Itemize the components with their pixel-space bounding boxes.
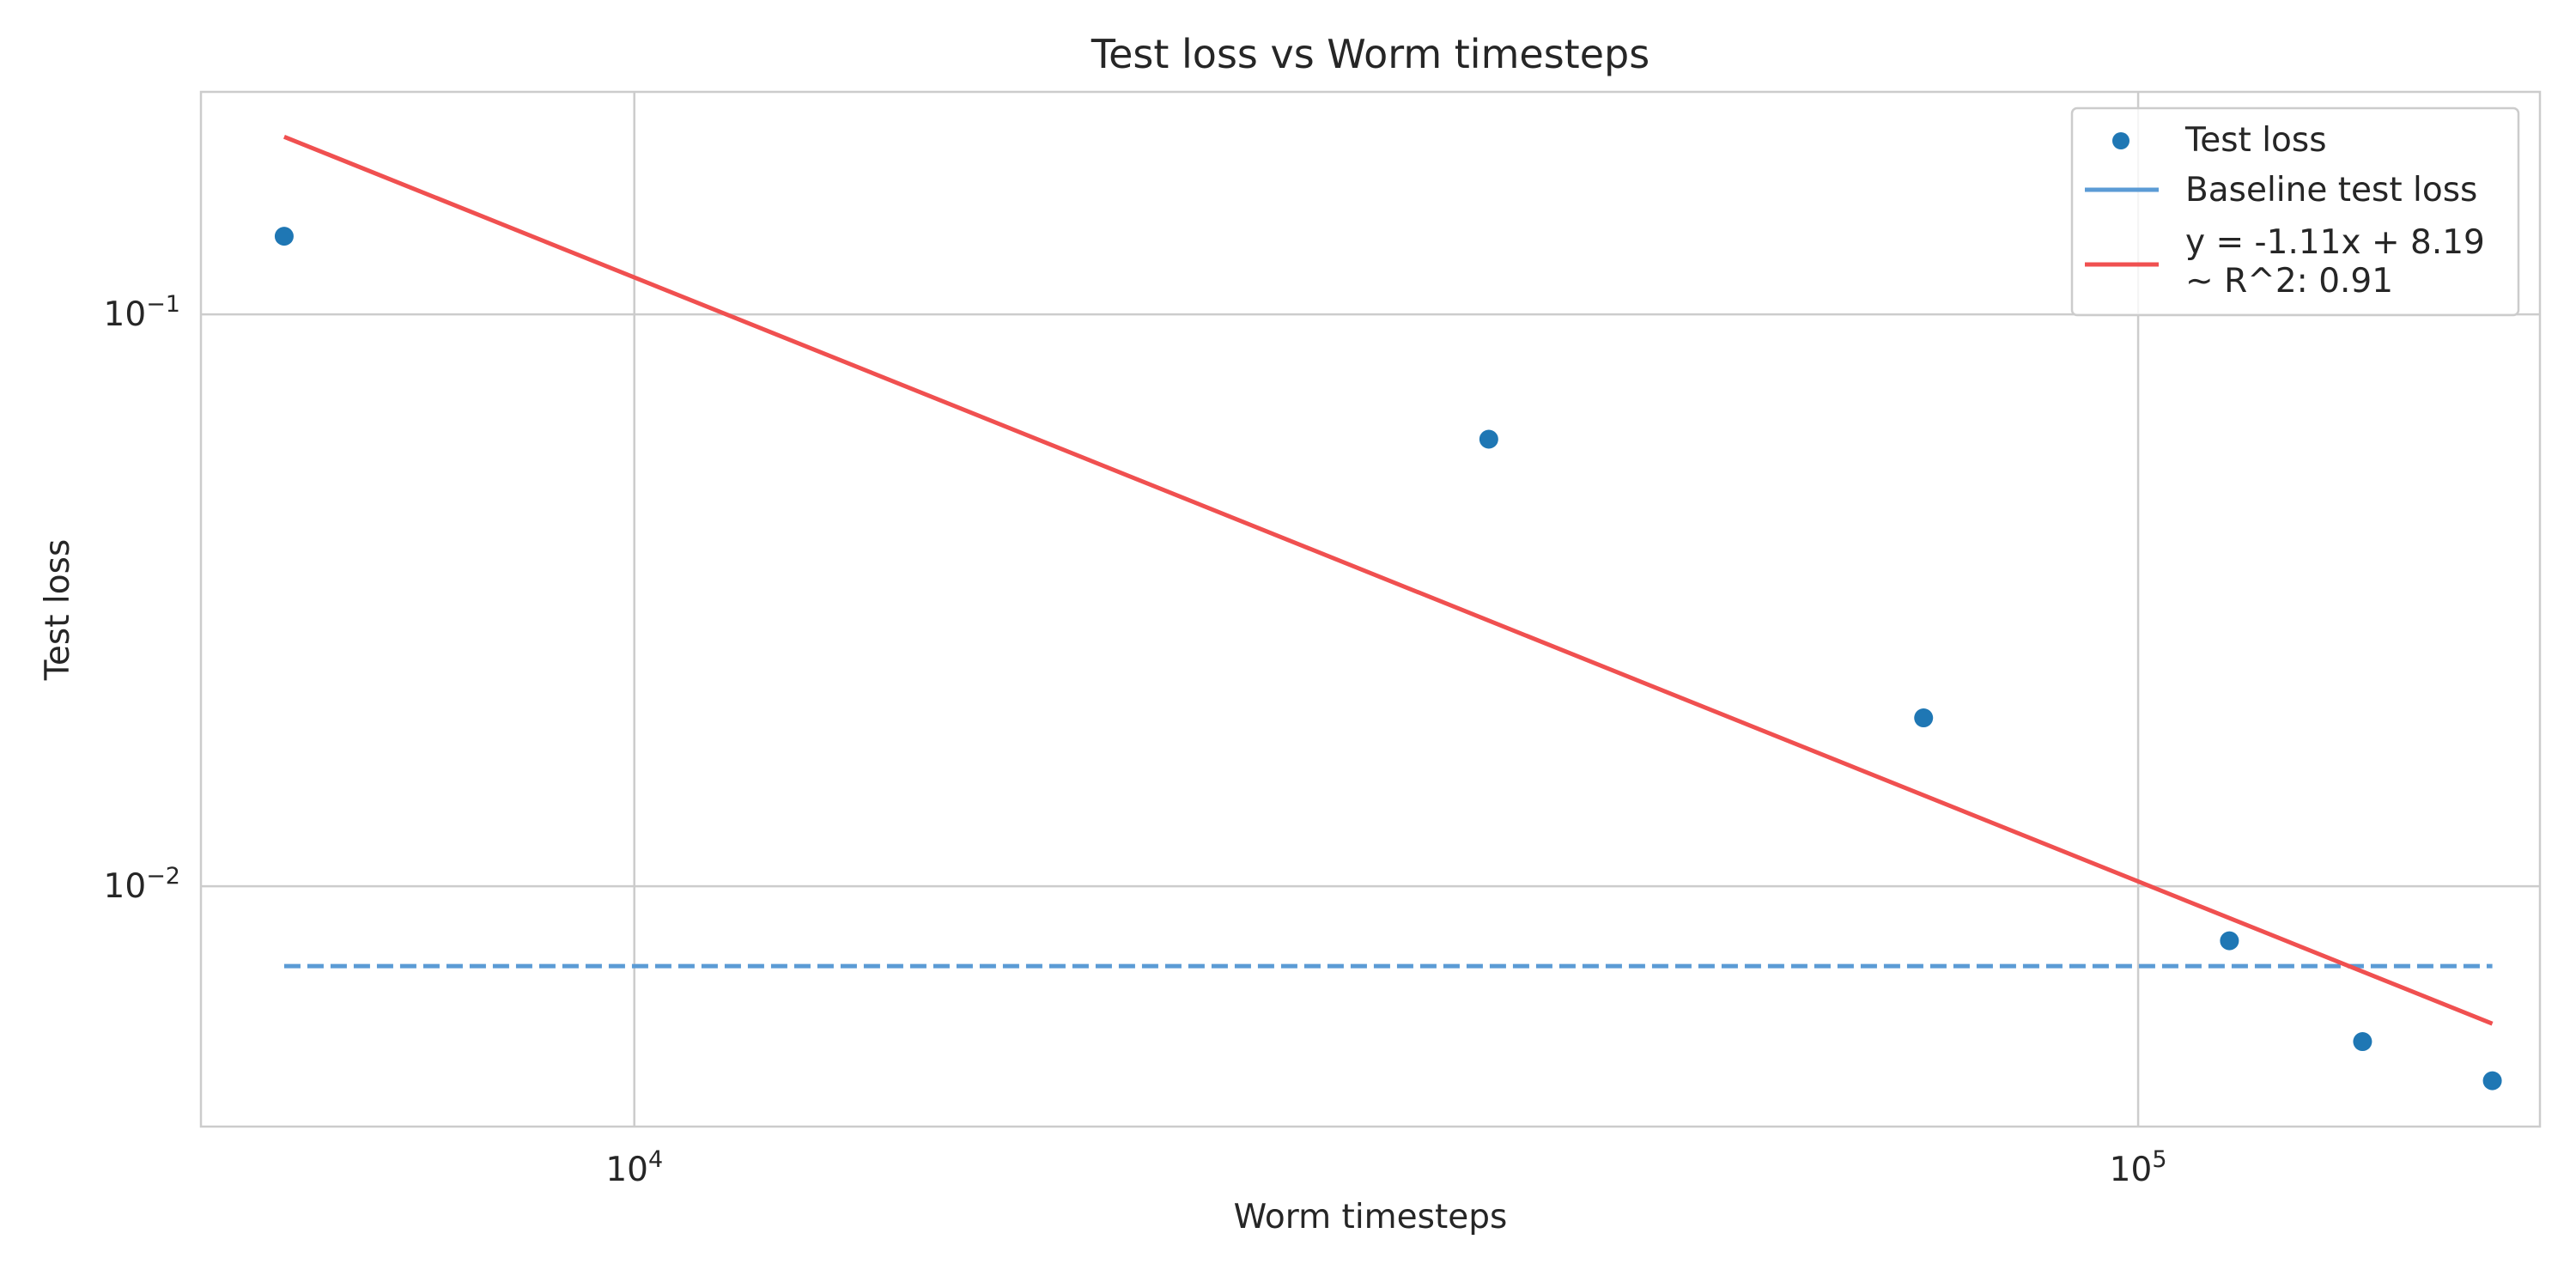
data-point-2 [1914,708,1934,728]
legend: Test loss Baseline test loss y = -1.11x … [2070,106,2520,317]
x-tick-base-1: 10 [2110,1151,2153,1189]
x-tick-label-1: 105 [2110,1146,2167,1189]
data-point-5 [2482,1071,2502,1091]
x-tick-base-0: 10 [605,1151,648,1189]
y-axis-label: Test loss [39,539,77,682]
x-tick-label-0: 104 [605,1146,663,1189]
data-point-4 [2353,1032,2372,1052]
x-tick-exp-1: 5 [2152,1146,2166,1173]
legend-label-test-loss: Test loss [2184,121,2327,160]
data-point-0 [274,227,294,246]
legend-box [2070,106,2520,317]
y-tick-label-1: 10−2 [104,863,180,906]
data-point-3 [2220,931,2239,951]
x-tick-labels: 104 105 [605,1146,2166,1189]
chart-title: Test loss vs Worm timesteps [1091,31,1649,77]
legend-marker-test-loss [2112,132,2129,149]
fit-line [283,134,2494,1026]
legend-label-fit-line1: y = -1.11x + 8.19 [2185,223,2485,262]
y-tick-exp-0: −1 [146,291,180,318]
x-tick-exp-0: 4 [648,1146,663,1173]
legend-label-fit-line2: ~ R^2: 0.91 [2185,262,2393,301]
fit-line-series [283,134,2494,1026]
legend-label-baseline: Baseline test loss [2185,171,2477,210]
data-point-1 [1479,429,1498,449]
test-loss-series [274,227,2502,1091]
y-tick-labels: 10−110−2 [104,291,180,906]
legend-label-fit: y = -1.11x + 8.19 ~ R^2: 0.91 [2185,223,2495,301]
y-tick-base-1: 10 [104,867,147,906]
plot-frame [199,90,2542,1128]
y-tick-base-0: 10 [104,295,147,334]
y-tick-label-0: 10−1 [104,291,180,334]
x-axis-label: Worm timesteps [1234,1198,1508,1236]
y-tick-exp-1: −2 [146,863,180,890]
